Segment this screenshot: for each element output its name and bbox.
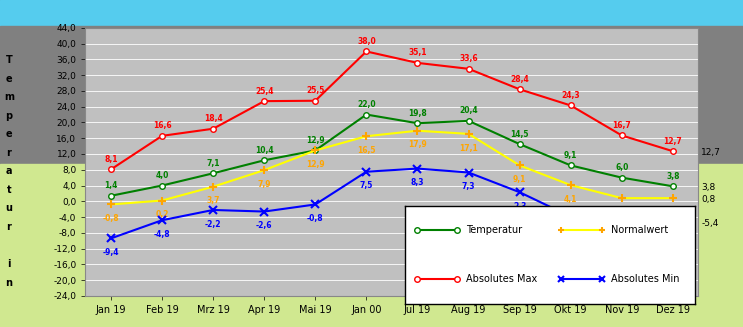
Text: 12,9: 12,9 xyxy=(306,160,325,169)
Bar xyxy=(0,0,743,26)
Text: p: p xyxy=(5,111,13,121)
Text: Absolutes Max: Absolutes Max xyxy=(466,274,537,284)
Text: 12,9: 12,9 xyxy=(306,136,325,145)
Text: e: e xyxy=(6,74,12,83)
Text: Absolutes Min: Absolutes Min xyxy=(611,274,679,284)
Text: 0,8: 0,8 xyxy=(666,208,680,217)
Text: -0,8: -0,8 xyxy=(307,214,324,223)
Text: 9,1: 9,1 xyxy=(564,151,577,160)
Text: 8,3: 8,3 xyxy=(411,178,424,187)
Text: a: a xyxy=(6,166,12,176)
Text: u: u xyxy=(5,203,13,213)
Text: 4,1: 4,1 xyxy=(564,195,577,204)
Text: -2,2: -2,2 xyxy=(205,220,221,229)
Text: 18,4: 18,4 xyxy=(204,114,222,123)
Text: 0,2: 0,2 xyxy=(155,210,169,219)
Text: i: i xyxy=(7,259,10,269)
Text: 22,0: 22,0 xyxy=(357,100,376,109)
Text: 7,5: 7,5 xyxy=(360,181,373,190)
Text: 17,9: 17,9 xyxy=(408,140,426,149)
Bar xyxy=(0,26,743,164)
Text: 8,1: 8,1 xyxy=(104,155,117,164)
Text: e: e xyxy=(6,129,12,139)
Text: -0,8: -0,8 xyxy=(103,214,120,223)
Text: Temperatur: Temperatur xyxy=(466,225,522,234)
Text: 19,8: 19,8 xyxy=(408,109,426,118)
Text: 20,4: 20,4 xyxy=(459,106,478,115)
Text: 25,5: 25,5 xyxy=(306,86,325,95)
Text: 7,9: 7,9 xyxy=(258,180,271,189)
Text: 35,1: 35,1 xyxy=(408,48,426,57)
Bar xyxy=(0,164,743,327)
Text: r: r xyxy=(7,148,11,158)
Text: 7,3: 7,3 xyxy=(462,182,476,191)
Text: 38,0: 38,0 xyxy=(357,37,376,46)
Text: 17,1: 17,1 xyxy=(459,144,478,153)
Text: 10,4: 10,4 xyxy=(255,146,273,155)
Text: 4,0: 4,0 xyxy=(155,171,169,180)
Text: -9,4: -9,4 xyxy=(103,248,119,257)
Text: -4,8: -4,8 xyxy=(154,230,170,239)
Text: 12,7: 12,7 xyxy=(663,137,682,146)
Text: 33,6: 33,6 xyxy=(459,54,478,63)
Text: 7,1: 7,1 xyxy=(207,159,220,168)
Text: m: m xyxy=(4,92,14,102)
Text: 9,1: 9,1 xyxy=(513,175,526,184)
Text: 16,6: 16,6 xyxy=(153,121,172,130)
Text: T: T xyxy=(5,55,13,65)
Text: 3,8: 3,8 xyxy=(666,172,680,181)
Text: 3,7: 3,7 xyxy=(207,197,220,205)
Text: Normalwert: Normalwert xyxy=(611,225,668,234)
Text: -5,4: -5,4 xyxy=(665,232,681,241)
Text: r: r xyxy=(7,222,11,232)
Text: -3,9: -3,9 xyxy=(562,226,579,235)
Text: 16,5: 16,5 xyxy=(357,146,376,155)
Text: 14,5: 14,5 xyxy=(510,129,529,139)
Text: 25,4: 25,4 xyxy=(255,87,273,95)
Text: 1,4: 1,4 xyxy=(104,181,117,190)
Text: 6,0: 6,0 xyxy=(615,163,629,172)
Text: 16,7: 16,7 xyxy=(612,121,631,130)
Text: 28,4: 28,4 xyxy=(510,75,529,84)
Text: 24,3: 24,3 xyxy=(562,91,580,100)
Text: t: t xyxy=(7,185,11,195)
Text: -3,8: -3,8 xyxy=(614,226,630,235)
Text: 2,3: 2,3 xyxy=(513,202,526,211)
Text: n: n xyxy=(5,278,13,287)
Text: -2,6: -2,6 xyxy=(256,221,273,230)
Text: 0,8: 0,8 xyxy=(615,208,629,217)
